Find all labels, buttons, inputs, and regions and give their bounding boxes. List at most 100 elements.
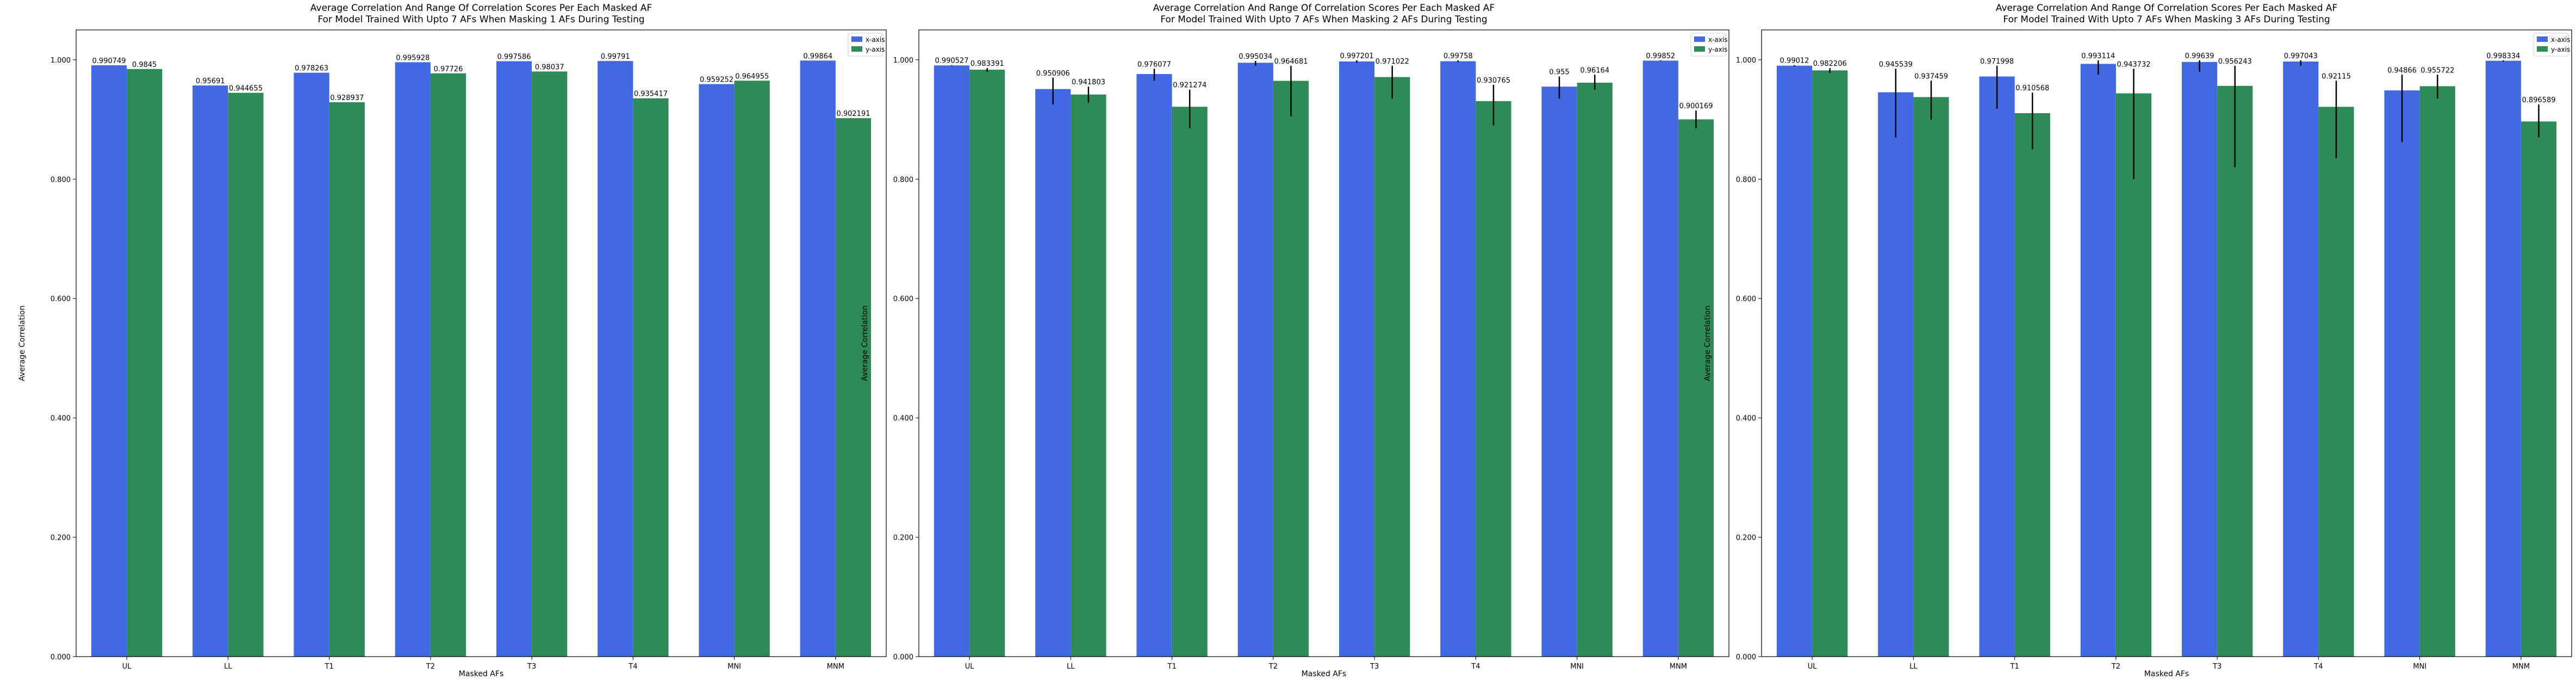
- plot-frame: [918, 29, 1729, 657]
- chart-panel-3: Average Correlation And Range Of Correla…: [1703, 3, 2572, 678]
- x-tick-label: MNM: [827, 663, 844, 671]
- y-tick-label: 0.400: [1736, 415, 1756, 423]
- y-tick-label: 0.000: [51, 653, 71, 662]
- bar-value-label: 0.982206: [1813, 60, 1847, 68]
- x-tick-label: MNM: [1670, 663, 1687, 671]
- bar-y-axis-LL: [1913, 97, 1949, 657]
- legend-swatch: [2537, 46, 2548, 52]
- x-tick-label: UL: [965, 663, 975, 671]
- chart-subtitle: For Model Trained With Upto 7 AFs When M…: [1160, 14, 1487, 25]
- legend-swatch: [1694, 46, 1705, 52]
- bar-value-label: 0.94866: [2387, 66, 2417, 75]
- bar-value-label: 0.993114: [2081, 52, 2115, 60]
- y-tick-label: 1.000: [893, 57, 913, 65]
- chart-title: Average Correlation And Range Of Correla…: [1996, 3, 2337, 14]
- x-tick-label: T4: [2313, 663, 2323, 671]
- bar-y-axis-T4: [1476, 101, 1511, 657]
- bar-y-axis-T2: [1273, 81, 1309, 657]
- bar-y-axis-MNI: [734, 81, 770, 657]
- bar-value-label: 0.945539: [1879, 60, 1913, 69]
- bar-x-axis-T3: [1339, 61, 1375, 657]
- bar-x-axis-MNM: [800, 60, 836, 657]
- bar-y-axis-LL: [228, 92, 264, 657]
- x-tick-label: T1: [2010, 663, 2019, 671]
- bar-y-axis-T2: [430, 73, 466, 657]
- x-tick-label: MNM: [2512, 663, 2530, 671]
- x-tick-label: T1: [325, 663, 334, 671]
- bar-value-label: 0.9845: [132, 61, 157, 69]
- bar-value-label: 0.943732: [2117, 60, 2150, 69]
- y-tick-label: 0.400: [51, 415, 71, 423]
- bar-x-axis-MNI: [2384, 90, 2420, 657]
- bar-value-label: 0.910568: [2015, 84, 2049, 92]
- chart-panel-2: Average Correlation And Range Of Correla…: [861, 3, 1729, 678]
- bar-value-label: 0.944655: [229, 85, 263, 93]
- bar-value-label: 0.99791: [601, 53, 630, 61]
- legend-label: x-axis: [2551, 36, 2570, 44]
- bar-y-axis-MNM: [1678, 119, 1714, 657]
- bar-x-axis-T2: [2080, 64, 2116, 657]
- legend-swatch: [851, 46, 862, 52]
- bar-value-label: 0.964681: [1274, 58, 1308, 66]
- bar-value-label: 0.928937: [330, 94, 364, 102]
- y-axis-label: Average Correlation: [18, 305, 27, 381]
- bar-y-axis-T1: [2014, 113, 2050, 657]
- bar-y-axis-T2: [2115, 93, 2152, 657]
- bar-x-axis-MNM: [2485, 60, 2521, 657]
- x-tick-label: LL: [1067, 663, 1075, 671]
- bar-x-axis-T1: [1136, 74, 1172, 657]
- bar-y-axis-T1: [329, 102, 365, 657]
- x-tick-label: MNI: [2413, 663, 2426, 671]
- bar-value-label: 0.935417: [634, 90, 668, 98]
- x-tick-label: MNI: [1570, 663, 1584, 671]
- bar-value-label: 0.983391: [970, 60, 1004, 68]
- x-tick-label: T4: [1471, 663, 1480, 671]
- y-tick-label: 0.600: [893, 295, 913, 304]
- bar-value-label: 0.950906: [1036, 70, 1070, 78]
- chart-panel-1: Average Correlation And Range Of Correla…: [18, 3, 887, 678]
- bar-value-label: 0.990749: [92, 57, 126, 65]
- bar-value-label: 0.930765: [1477, 77, 1510, 85]
- x-tick-label: T3: [527, 663, 536, 671]
- bar-x-axis-T4: [1440, 61, 1476, 657]
- x-axis-label: Masked AFs: [2144, 670, 2189, 678]
- bar-value-label: 0.990527: [935, 57, 969, 65]
- bar-x-axis-UL: [934, 65, 970, 657]
- bar-value-label: 0.997201: [1340, 52, 1374, 60]
- bar-value-label: 0.959252: [700, 76, 733, 84]
- chart-title: Average Correlation And Range Of Correla…: [1153, 3, 1495, 14]
- bar-value-label: 0.941803: [1072, 78, 1105, 86]
- bar-value-label: 0.998334: [2486, 52, 2520, 60]
- bar-x-axis-T1: [1979, 76, 2015, 657]
- bar-x-axis-MNM: [1642, 60, 1678, 657]
- legend-label: y-axis: [866, 46, 885, 53]
- x-tick-label: T3: [1370, 663, 1379, 671]
- bar-value-label: 0.976077: [1137, 60, 1171, 69]
- y-tick-label: 0.600: [51, 295, 71, 304]
- bar-y-axis-MNM: [2521, 121, 2557, 657]
- y-tick-label: 1.000: [1736, 57, 1756, 65]
- x-tick-label: UL: [1808, 663, 1818, 671]
- bar-value-label: 0.955722: [2421, 66, 2454, 75]
- bar-value-label: 0.900169: [1679, 102, 1713, 110]
- bar-y-axis-UL: [969, 70, 1005, 657]
- y-axis-label: Average Correlation: [1703, 305, 1712, 381]
- legend-swatch: [1694, 36, 1705, 42]
- bar-value-label: 0.96164: [1580, 66, 1609, 75]
- bar-x-axis-LL: [192, 85, 228, 657]
- x-tick-label: LL: [224, 663, 232, 671]
- bar-x-axis-MNI: [699, 84, 735, 657]
- bar-x-axis-LL: [1035, 89, 1071, 657]
- bar-value-label: 0.937459: [1914, 72, 1948, 81]
- legend-swatch: [2537, 36, 2548, 42]
- x-tick-label: T2: [426, 663, 435, 671]
- bar-value-label: 0.99864: [803, 52, 832, 60]
- bar-value-label: 0.997043: [2284, 52, 2318, 60]
- y-tick-label: 0.200: [893, 534, 913, 542]
- bar-value-label: 0.92115: [2322, 72, 2351, 81]
- y-tick-label: 0.200: [51, 534, 71, 542]
- y-tick-label: 0.000: [1736, 653, 1756, 662]
- bar-value-label: 0.99852: [1646, 52, 1675, 60]
- plot-frame: [76, 29, 887, 657]
